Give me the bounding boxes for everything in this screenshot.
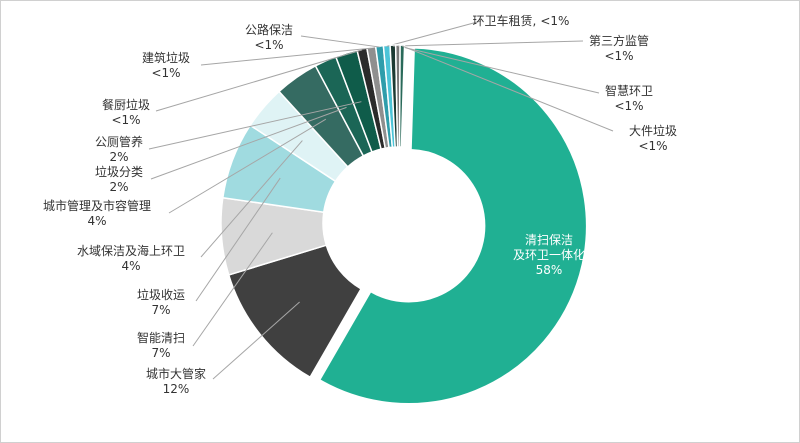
leader-line bbox=[195, 177, 281, 302]
leader-line bbox=[200, 140, 303, 258]
value-label: <1% bbox=[254, 38, 284, 52]
category-label: 智慧环卫 bbox=[604, 84, 654, 98]
value-label: 58% bbox=[535, 263, 563, 277]
donut-slice bbox=[398, 44, 406, 148]
leader-line bbox=[386, 20, 482, 47]
leader-line bbox=[168, 118, 327, 214]
leader-line bbox=[212, 301, 300, 380]
category-label: 智能清扫 bbox=[136, 331, 186, 345]
donut-slice bbox=[318, 47, 588, 405]
category-label: 公厕管养 bbox=[94, 135, 144, 149]
value-label: 4% bbox=[121, 259, 141, 273]
leader-line bbox=[392, 40, 584, 47]
category-label: 第三方监管 bbox=[588, 34, 650, 48]
category-label: 大件垃圾 bbox=[628, 124, 678, 138]
category-label: 环卫车租赁, bbox=[472, 14, 537, 28]
data-label: 环卫车租赁, <1% bbox=[473, 14, 570, 29]
value-label: <1% bbox=[111, 113, 141, 127]
category-label: 公路保洁 bbox=[244, 23, 294, 37]
data-label: 清扫保洁 及环卫一体化 58% bbox=[513, 233, 585, 278]
value-label: 2% bbox=[109, 180, 129, 194]
value-label: <1% bbox=[604, 49, 634, 63]
data-label: 智能清扫 7% bbox=[137, 331, 185, 361]
value-label: 2% bbox=[109, 150, 129, 164]
category-label: 城市管理及市容管理 bbox=[42, 199, 152, 213]
data-label: 城市大管家 12% bbox=[146, 367, 206, 397]
value-label: 7% bbox=[151, 346, 171, 360]
leader-line bbox=[402, 45, 614, 132]
value-label: <1% bbox=[614, 99, 644, 113]
category-label: 垃圾分类 bbox=[94, 165, 144, 179]
leader-line bbox=[148, 101, 362, 150]
value-label: <1% bbox=[540, 14, 570, 28]
value-label: 4% bbox=[87, 214, 107, 228]
leader-line bbox=[300, 35, 380, 48]
data-label: 第三方监管 <1% bbox=[589, 34, 649, 64]
leader-line bbox=[155, 49, 363, 112]
leader-line bbox=[192, 232, 273, 347]
category-label: 清扫保洁 及环卫一体化 bbox=[512, 233, 586, 262]
category-label: 建筑垃圾 bbox=[141, 51, 191, 65]
leader-line bbox=[150, 106, 347, 180]
category-label: 城市大管家 bbox=[145, 367, 207, 381]
category-label: 垃圾收运 bbox=[136, 288, 186, 302]
value-label: 7% bbox=[151, 303, 171, 317]
data-label: 公厕管养 2% bbox=[95, 135, 143, 165]
category-label: 餐厨垃圾 bbox=[101, 98, 151, 112]
data-label: 水域保洁及海上环卫 4% bbox=[77, 244, 185, 274]
leader-line bbox=[397, 45, 600, 94]
category-label: 水域保洁及海上环卫 bbox=[76, 244, 186, 258]
data-label: 智慧环卫 <1% bbox=[605, 84, 653, 114]
data-label: 城市管理及市容管理 4% bbox=[43, 199, 151, 229]
leader-line bbox=[200, 47, 372, 66]
value-label: <1% bbox=[638, 139, 668, 153]
data-label: 建筑垃圾 <1% bbox=[142, 51, 190, 81]
data-label: 公路保洁 <1% bbox=[245, 23, 293, 53]
data-label: 垃圾收运 7% bbox=[137, 288, 185, 318]
data-label: 垃圾分类 2% bbox=[95, 165, 143, 195]
value-label: <1% bbox=[151, 66, 181, 80]
data-label: 餐厨垃圾 <1% bbox=[102, 98, 150, 128]
donut-slice bbox=[227, 244, 363, 379]
data-label: 大件垃圾 <1% bbox=[629, 124, 677, 154]
value-label: 12% bbox=[162, 382, 190, 396]
